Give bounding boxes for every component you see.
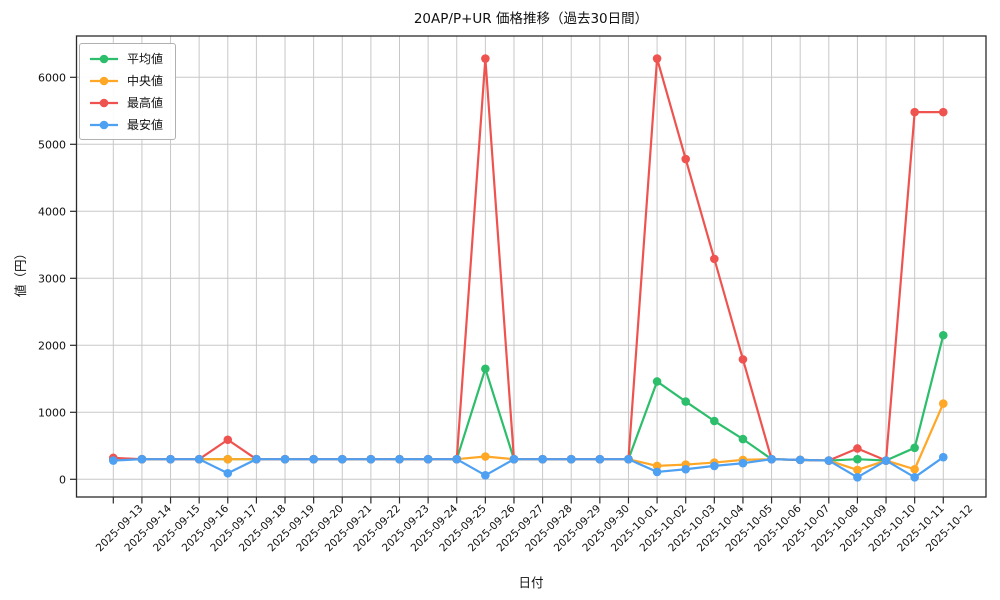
y-tick-label: 0 <box>59 473 66 486</box>
data-point-average <box>738 434 748 444</box>
data-point-lowest <box>710 461 719 471</box>
legend-item-median: 中央値 <box>89 71 163 90</box>
data-point-highest <box>738 355 748 364</box>
legend-label-median: 中央値 <box>127 74 164 88</box>
data-point-median <box>853 465 862 475</box>
data-point-median <box>223 454 233 464</box>
data-point-lowest <box>938 452 948 462</box>
legend-item-average: 平均値 <box>89 49 163 68</box>
data-point-lowest <box>481 470 490 480</box>
legend-item-highest: 最高値 <box>89 93 163 112</box>
data-point-lowest <box>624 454 633 464</box>
data-point-lowest <box>252 454 261 464</box>
legend-label-lowest: 最安値 <box>127 118 164 132</box>
data-point-average <box>710 416 719 426</box>
data-point-median <box>652 461 662 471</box>
y-tick-label: 1000 <box>38 406 66 419</box>
data-point-highest <box>681 154 690 164</box>
data-point-lowest <box>795 455 805 465</box>
series-line-lowest <box>113 456 944 479</box>
data-point-lowest <box>538 454 547 464</box>
data-point-lowest <box>681 464 690 474</box>
legend-item-lowest: 最安値 <box>89 115 163 134</box>
data-point-highest <box>652 54 662 63</box>
data-point-lowest <box>767 454 776 464</box>
legend-label-highest: 最高値 <box>127 96 164 110</box>
data-point-median <box>481 452 490 461</box>
data-point-highest <box>481 54 490 63</box>
data-point-lowest <box>395 454 404 464</box>
data-point-lowest <box>738 458 748 468</box>
data-point-lowest <box>824 456 834 465</box>
chart-title: 20AP/P+UR 価格推移（過去30日間） <box>413 11 649 27</box>
data-point-highest <box>223 435 233 445</box>
y-tick-label: 5000 <box>38 138 66 151</box>
data-point-average <box>652 377 662 386</box>
data-point-highest <box>853 444 862 453</box>
data-point-highest <box>910 107 919 117</box>
data-point-lowest <box>910 472 919 482</box>
legend-swatch-median <box>90 76 118 85</box>
data-point-highest <box>938 107 948 117</box>
data-point-lowest <box>452 454 462 464</box>
data-point-lowest <box>337 454 347 464</box>
legend-label-average: 平均値 <box>127 52 164 66</box>
data-point-average <box>681 397 690 406</box>
data-point-lowest <box>280 454 290 464</box>
y-axis-label: 値（円） <box>13 246 28 297</box>
data-point-lowest <box>137 454 147 464</box>
data-point-lowest <box>166 454 175 464</box>
series-line-average <box>113 334 945 462</box>
data-point-lowest <box>595 454 605 464</box>
data-point-lowest <box>194 454 204 464</box>
y-tick-label: 2000 <box>38 339 66 352</box>
data-point-lowest <box>366 454 376 464</box>
legend-swatch-lowest <box>90 120 118 129</box>
y-tick-label: 6000 <box>38 71 66 84</box>
y-tick-label: 4000 <box>38 205 66 218</box>
plot-frame <box>75 35 987 498</box>
data-point-lowest <box>853 472 862 482</box>
data-point-lowest <box>652 467 662 477</box>
data-point-lowest <box>881 456 891 465</box>
legend-swatch-average <box>90 54 118 63</box>
data-point-average <box>910 443 919 453</box>
series-line-highest <box>113 57 944 462</box>
data-point-average <box>853 454 862 464</box>
data-point-lowest <box>423 454 433 464</box>
data-point-lowest <box>309 454 318 464</box>
data-point-average <box>938 330 948 340</box>
legend-swatch-highest <box>90 98 118 107</box>
data-point-median <box>910 464 919 474</box>
data-point-average <box>481 364 490 374</box>
data-point-lowest <box>509 454 519 464</box>
y-tick-label: 3000 <box>38 272 66 285</box>
data-point-median <box>938 399 948 408</box>
data-point-lowest <box>223 468 233 478</box>
data-point-lowest <box>566 454 576 464</box>
data-point-lowest <box>109 456 118 465</box>
data-point-highest <box>710 254 719 264</box>
x-axis-label: 日付 <box>518 575 544 590</box>
legend: 平均値中央値最高値最安値 <box>79 43 177 140</box>
